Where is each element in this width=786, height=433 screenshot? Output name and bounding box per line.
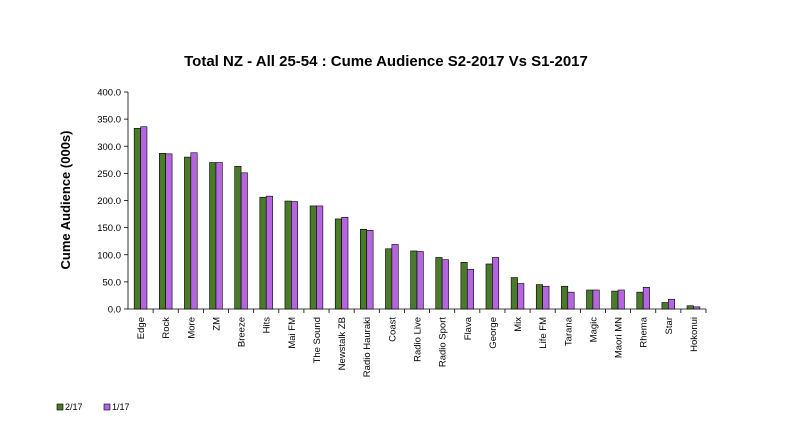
- bar-s1-2017: [316, 205, 324, 310]
- y-tick-label: 400.0: [97, 88, 121, 99]
- x-category-label: Mai FM: [287, 317, 298, 349]
- x-category-label: Star: [664, 317, 675, 334]
- bar-s2-2017: [410, 250, 418, 310]
- x-category-label: Coast: [387, 317, 398, 342]
- x-category-label: Maori MN: [614, 317, 625, 358]
- bar-s2-2017: [184, 156, 192, 310]
- bar-s1-2017: [391, 244, 399, 310]
- x-category-label: Radio Hauraki: [362, 317, 373, 377]
- legend: 2/17 1/17: [56, 402, 130, 412]
- y-tick-label: 350.0: [97, 115, 121, 126]
- y-tick-label: 250.0: [97, 169, 121, 180]
- bar-s1-2017: [416, 251, 424, 310]
- x-category-label: Radio Live: [413, 317, 424, 362]
- bar-s2-2017: [535, 284, 543, 310]
- bar-s2-2017: [158, 153, 166, 310]
- y-tick-label: 300.0: [97, 142, 121, 153]
- x-category-label: ZM: [211, 317, 222, 331]
- x-category-label: Life FM: [538, 317, 549, 349]
- bar-s1-2017: [240, 172, 248, 310]
- bar-s1-2017: [617, 289, 625, 310]
- y-tick-label: 100.0: [97, 250, 121, 261]
- x-category-label: Rhema: [639, 316, 650, 347]
- bar-s2-2017: [586, 289, 594, 310]
- bar-s2-2017: [636, 291, 644, 310]
- legend-swatch: [56, 403, 64, 411]
- bar-s2-2017: [510, 277, 518, 310]
- bar-s1-2017: [466, 269, 474, 310]
- y-tick-label: 150.0: [97, 223, 121, 234]
- y-tick-label: 200.0: [97, 196, 121, 207]
- x-category-label: Newstalk ZB: [337, 317, 348, 370]
- x-category-label: Tarana: [563, 316, 574, 346]
- legend-label: 2/17: [65, 402, 83, 412]
- x-category-label: Flava: [463, 316, 474, 340]
- bar-s2-2017: [133, 128, 141, 310]
- x-category-label: Radio Sport: [438, 317, 449, 368]
- bar-s1-2017: [190, 152, 198, 310]
- bar-s1-2017: [366, 230, 374, 310]
- bar-s1-2017: [542, 285, 550, 310]
- bar-s2-2017: [661, 302, 669, 310]
- bar-s1-2017: [517, 283, 525, 310]
- bar-s1-2017: [265, 195, 273, 310]
- bar-s2-2017: [360, 228, 368, 310]
- bar-s2-2017: [334, 218, 342, 310]
- bar-s2-2017: [561, 285, 569, 310]
- bar-s2-2017: [209, 162, 217, 310]
- y-axis-label: Cume Audience (000s): [58, 131, 73, 270]
- bar-s2-2017: [309, 205, 317, 310]
- bar-s2-2017: [234, 166, 242, 310]
- x-category-label: Breeze: [237, 317, 248, 347]
- bar-s1-2017: [165, 153, 173, 310]
- x-category-label: Mix: [513, 317, 524, 332]
- plot-area: 0.0 50.0 100.0 150.0 200.0 250.0 300.0 350.0 400…: [97, 88, 707, 377]
- bar-s1-2017: [291, 201, 299, 310]
- bar-s1-2017: [140, 126, 148, 310]
- bar-s1-2017: [567, 291, 575, 310]
- chart-title: Total NZ - All 25-54 : Cume Audience S2-…: [184, 53, 588, 70]
- bar-s2-2017: [284, 200, 292, 310]
- bar-s2-2017: [485, 263, 493, 310]
- x-category-label: More: [186, 317, 197, 339]
- bar-s2-2017: [460, 262, 468, 310]
- bar-s1-2017: [642, 286, 650, 310]
- bar-s1-2017: [341, 217, 349, 310]
- x-category-label: Magic: [588, 317, 599, 343]
- legend-label: 1/17: [112, 402, 130, 412]
- bar-s1-2017: [668, 298, 676, 310]
- bar-s2-2017: [259, 196, 267, 310]
- bar-s2-2017: [611, 290, 619, 310]
- x-category-label: Edge: [136, 317, 147, 339]
- x-category-label: The Sound: [312, 317, 323, 363]
- bar-s1-2017: [441, 259, 449, 310]
- y-tick-label: 0.0: [108, 305, 121, 316]
- bar-s2-2017: [686, 305, 694, 310]
- x-category-label: George: [488, 317, 499, 349]
- bar-s1-2017: [492, 257, 500, 310]
- bar-s1-2017: [693, 306, 701, 310]
- x-category-label: Hokonui: [689, 317, 700, 352]
- x-category-label: Hits: [262, 317, 273, 334]
- legend-swatch: [103, 403, 111, 411]
- bar-s1-2017: [592, 289, 600, 310]
- bar-s2-2017: [435, 257, 443, 310]
- bar-s2-2017: [385, 248, 393, 310]
- bar-s1-2017: [215, 162, 223, 310]
- x-category-label: Rock: [161, 317, 172, 339]
- y-tick-label: 50.0: [103, 277, 122, 288]
